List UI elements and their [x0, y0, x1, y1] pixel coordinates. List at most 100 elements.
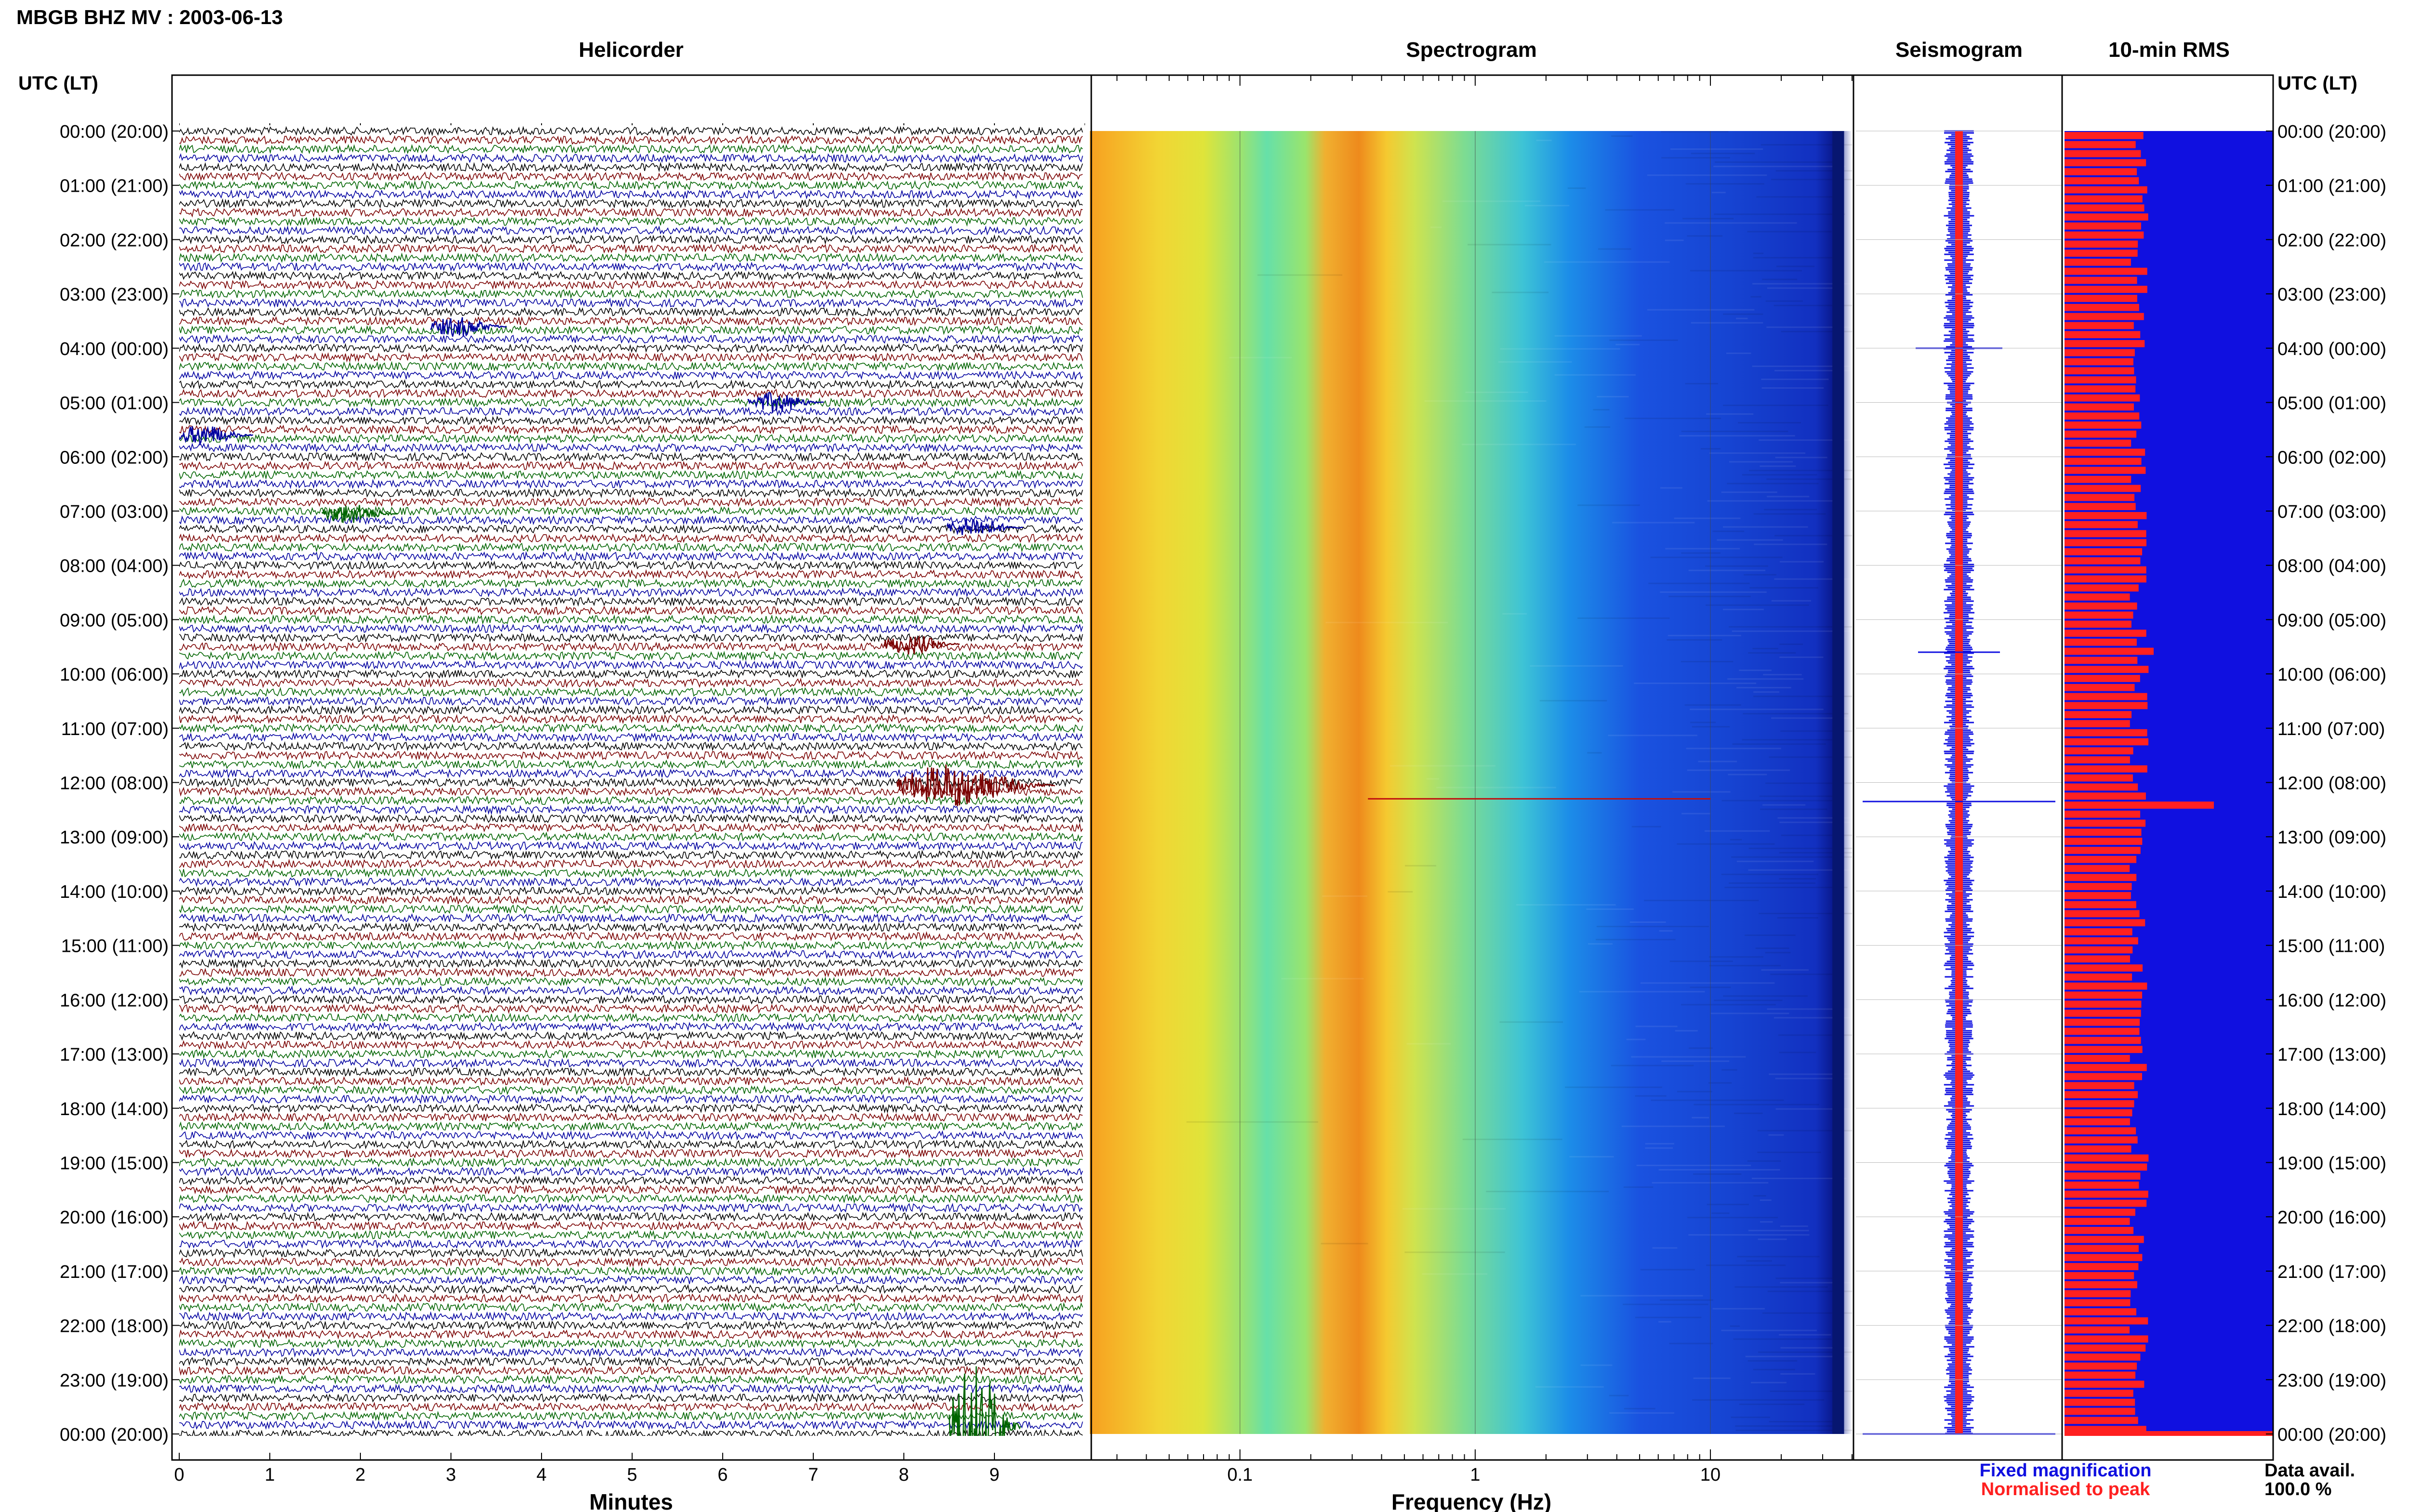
rms-bar [2065, 267, 2147, 275]
spectrogram-texture [1682, 218, 1734, 220]
helicorder-trace [179, 279, 1083, 290]
helicorder-trace [179, 614, 1083, 625]
rms-bar [2065, 222, 2141, 230]
rms-bar [2065, 1190, 2148, 1198]
helicorder-x-tick-label: 9 [989, 1465, 999, 1485]
spectrogram-texture [1465, 392, 1528, 393]
spectrogram-texture [1779, 1052, 1816, 1053]
spectrogram-texture [1681, 431, 1788, 433]
spectrogram-texture [1687, 769, 1790, 771]
spectrogram-texture [1709, 452, 1806, 454]
rms-bar [2065, 1018, 2140, 1026]
spectrogram-texture [1624, 418, 1721, 420]
helicorder-trace [179, 858, 1083, 869]
spectrogram-texture [1629, 921, 1666, 923]
helicorder-trace [179, 1211, 1083, 1222]
helicorder-trace [179, 949, 1083, 960]
y-tick-label-left: 11:00 (07:00) [61, 719, 169, 739]
spectrogram-texture [1738, 422, 1801, 424]
spectrogram-texture [1690, 270, 1802, 272]
spectrogram-texture [1710, 1012, 1789, 1014]
y-tick-label-right: 10:00 (06:00) [2277, 665, 2386, 685]
helicorder-trace [179, 460, 1083, 471]
y-tick-label-right: 03:00 (23:00) [2277, 285, 2386, 305]
spectrogram-texture [1767, 1290, 1852, 1292]
rms-bar [2065, 403, 2134, 411]
spectrogram-texture [1424, 400, 1547, 402]
y-tick-label-left: 18:00 (14:00) [60, 1099, 169, 1119]
helicorder-trace [179, 642, 1083, 652]
y-tick-label-right: 09:00 (05:00) [2277, 610, 2386, 631]
spectrogram-texture [1624, 1407, 1655, 1409]
rms-bar [2065, 1290, 2131, 1298]
rms-bar [2065, 1398, 2135, 1406]
spectrogram-texture [1626, 1039, 1646, 1040]
helicorder-trace [179, 298, 1083, 308]
spectrogram-texture [1779, 644, 1803, 645]
helicorder-x-tick-label: 4 [536, 1465, 546, 1485]
helicorder-trace [179, 1030, 1083, 1041]
helicorder-x-tick-label: 5 [627, 1465, 637, 1485]
helicorder-trace [179, 1157, 1083, 1168]
spectrogram-texture [1577, 617, 1670, 619]
spectrogram-texture [1186, 1121, 1318, 1123]
rms-bar [2065, 593, 2130, 601]
rms-bar [2065, 892, 2131, 899]
rms-bar [2065, 910, 2140, 918]
spectrogram-texture [1780, 1282, 1852, 1284]
spectrogram-texture [1771, 600, 1811, 602]
helicorder-trace [179, 1329, 1083, 1340]
helicorder-trace [179, 850, 1083, 860]
rms-bar [2065, 322, 2134, 329]
spectrogram-texture [1659, 930, 1673, 932]
rms-bar [2065, 1236, 2144, 1243]
spectrogram-texture [1651, 1099, 1784, 1101]
rms-bar [2065, 1390, 2133, 1397]
spectrogram-texture [1634, 683, 1757, 684]
rms-bar [2065, 259, 2131, 266]
spectrogram-texture [1498, 361, 1572, 363]
spectrogram-texture [1734, 1112, 1763, 1114]
y-tick-label-right: 02:00 (22:00) [2277, 230, 2386, 250]
rms-bar [2065, 512, 2147, 519]
spectrogram-texture [1763, 674, 1802, 676]
spectrogram-texture [1281, 978, 1364, 980]
spectrogram-texture [1759, 795, 1833, 797]
spectrogram-texture [1748, 1230, 1809, 1232]
spectrogram-texture [1761, 379, 1829, 380]
helicorder-trace [179, 1284, 1083, 1295]
spectrogram-texture [1729, 461, 1793, 463]
helicorder-trace [179, 542, 1083, 552]
helicorder-trace [179, 1003, 1083, 1014]
spectrogram-texture [1752, 648, 1778, 649]
spectrogram-texture [1739, 1403, 1805, 1405]
helicorder-trace [179, 1166, 1083, 1177]
rms-bar [2065, 928, 2132, 935]
helicorder-trace [179, 813, 1083, 824]
spectrogram-texture [1681, 813, 1710, 815]
spectrogram-texture [1753, 257, 1833, 259]
helicorder-event [747, 392, 824, 413]
helicorder-trace [179, 144, 1083, 155]
helicorder-trace [179, 994, 1083, 1005]
helicorder-trace [179, 1302, 1083, 1313]
rms-bar [2065, 358, 2133, 366]
helicorder-trace [179, 723, 1083, 734]
spectrogram-texture [1765, 782, 1852, 784]
spectrogram-texture [1658, 1169, 1780, 1170]
spectrogram-texture [1698, 761, 1737, 763]
helicorder-trace [179, 361, 1083, 372]
helicorder-title: Helicorder [579, 38, 684, 62]
spectrogram-texture [1752, 365, 1852, 367]
spectrogram-texture [1748, 652, 1796, 654]
helicorder-trace [179, 1148, 1083, 1159]
helicorder-trace [179, 777, 1083, 788]
spectrogram-texture [1726, 352, 1751, 354]
rms-bar [2065, 331, 2141, 339]
spectrogram-texture [1729, 626, 1852, 628]
spectrogram-texture [1752, 283, 1851, 285]
spectrogram-texture [1723, 405, 1828, 406]
rms-bar [2065, 177, 2139, 184]
spectrogram-texture [1486, 1191, 1609, 1193]
spectrogram-texture [1711, 1212, 1730, 1214]
